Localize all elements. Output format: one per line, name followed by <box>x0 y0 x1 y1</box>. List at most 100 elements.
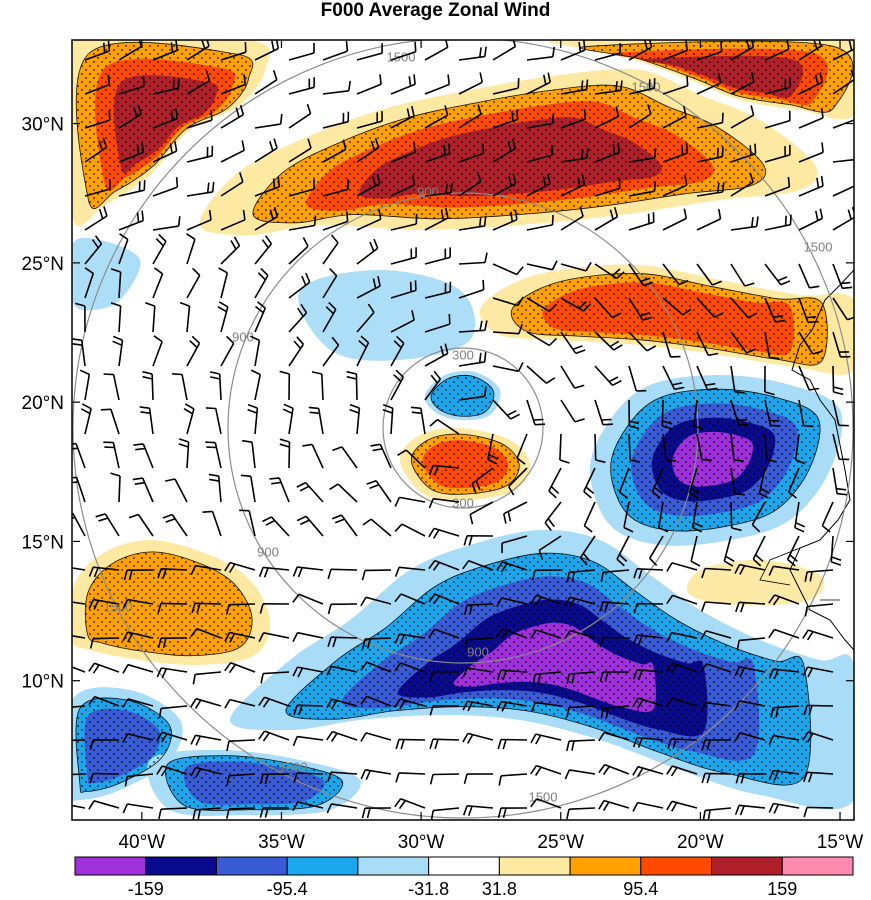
wind-barb-flag <box>789 214 792 225</box>
wind-barb-flag <box>484 46 487 57</box>
wind-barb <box>394 797 426 810</box>
wind-barb <box>628 181 657 197</box>
wind-barb-flag <box>428 527 435 538</box>
wind-barb-flag <box>269 477 280 480</box>
wind-barb-shaft <box>526 224 553 231</box>
wind-barb-flag <box>462 560 470 570</box>
wind-barb <box>594 80 623 95</box>
wind-barb-flag <box>633 603 638 614</box>
wind-barb <box>662 40 688 61</box>
wind-barb-flag <box>583 525 593 533</box>
wind-barb-shaft <box>696 50 722 61</box>
wind-barb <box>662 297 692 316</box>
wind-barb <box>662 143 689 163</box>
y-tick-label: 20°N <box>22 393 64 414</box>
wind-barb-flag <box>498 775 502 786</box>
x-tick-label: 30°W <box>398 832 445 853</box>
wind-barb <box>599 601 630 613</box>
wind-barb-flag <box>552 46 555 57</box>
wind-barb-flag <box>700 702 706 713</box>
wind-barb-shaft <box>583 501 596 527</box>
wind-barb-flag <box>633 568 638 579</box>
wind-barb-flag <box>806 631 814 641</box>
wind-barb <box>186 40 210 61</box>
wind-barb-shaft <box>662 184 688 197</box>
wind-barb-shaft <box>560 215 584 231</box>
wind-barb <box>492 324 523 335</box>
wind-barb-flag <box>670 767 678 777</box>
wind-barb-flag <box>462 733 469 743</box>
wind-barb-flag <box>483 351 487 362</box>
wind-barb-shaft <box>468 559 494 571</box>
wind-barb-shaft <box>492 263 518 276</box>
wind-barb <box>288 272 311 299</box>
wind-barb-shaft <box>730 263 746 287</box>
wind-barb <box>157 568 188 579</box>
wind-barb <box>292 801 324 812</box>
wind-barb <box>72 442 86 469</box>
range-ring-label: 900 <box>257 544 279 559</box>
wind-barb-flag <box>638 568 643 579</box>
wind-barb-flag <box>348 80 351 91</box>
wind-barb <box>428 628 460 639</box>
wind-barb <box>526 113 555 129</box>
wind-barb-flag <box>72 476 77 479</box>
range-ring-label: 1500 <box>529 789 558 804</box>
wind-barb <box>288 215 317 231</box>
wind-barb-flag <box>88 599 95 609</box>
wind-barb <box>735 772 766 784</box>
wind-barb-flag <box>296 481 307 488</box>
wind-barb <box>322 80 351 95</box>
wind-barb-flag <box>271 40 275 51</box>
wind-barb-flag <box>819 208 824 219</box>
wind-barb-flag <box>297 307 304 317</box>
wind-barb <box>632 765 664 778</box>
wind-barb <box>662 331 681 358</box>
wind-barb <box>112 335 124 367</box>
wind-barb-flag <box>772 596 780 606</box>
wind-barb-flag <box>174 141 178 152</box>
wind-barb-flag <box>327 604 332 615</box>
wind-barb-shaft <box>127 733 154 741</box>
wind-barb-flag <box>55 634 59 643</box>
wind-barb-flag <box>192 674 196 685</box>
wind-barb-flag <box>57 708 59 718</box>
wind-barb <box>394 698 426 710</box>
wind-barb <box>192 807 222 820</box>
wind-barb-flag <box>517 296 524 307</box>
wind-barb-shaft <box>706 663 732 673</box>
wind-barb-shaft <box>401 523 426 537</box>
wind-barb-flag <box>516 457 526 465</box>
wind-barb-flag <box>138 40 143 47</box>
wind-barb-shaft <box>72 666 86 673</box>
wind-barb-flag <box>462 700 469 711</box>
wind-barb-flag <box>575 349 586 355</box>
wind-barb-flag <box>271 481 282 485</box>
wind-barb-flag <box>734 492 745 496</box>
wind-barb <box>492 40 517 61</box>
wind-barb <box>288 103 312 129</box>
wind-barb-flag <box>440 345 445 356</box>
wind-barb-flag <box>326 731 334 741</box>
wind-barb-shaft <box>500 738 528 741</box>
wind-barb-flag <box>140 411 151 414</box>
wind-barb-shaft <box>366 661 392 673</box>
wind-barb-flag <box>547 518 555 528</box>
wind-barb-shaft <box>84 119 111 129</box>
wind-barb-shaft <box>794 433 800 460</box>
wind-barb-flag <box>218 301 229 308</box>
wind-barb <box>390 174 416 197</box>
wind-barb-flag <box>346 211 349 222</box>
wind-barb-flag <box>75 302 86 307</box>
stipple-region <box>285 552 812 786</box>
wind-barb-flag <box>803 705 808 716</box>
wind-barb <box>583 501 596 533</box>
wind-barb <box>424 40 449 61</box>
wind-barb-flag <box>112 340 123 346</box>
wind-barb <box>498 773 528 786</box>
wind-barb <box>202 510 222 537</box>
wind-barb-shaft <box>288 441 291 469</box>
wind-barb-shaft <box>356 52 383 61</box>
wind-barb-flag <box>551 260 558 271</box>
wind-barb <box>798 331 823 355</box>
